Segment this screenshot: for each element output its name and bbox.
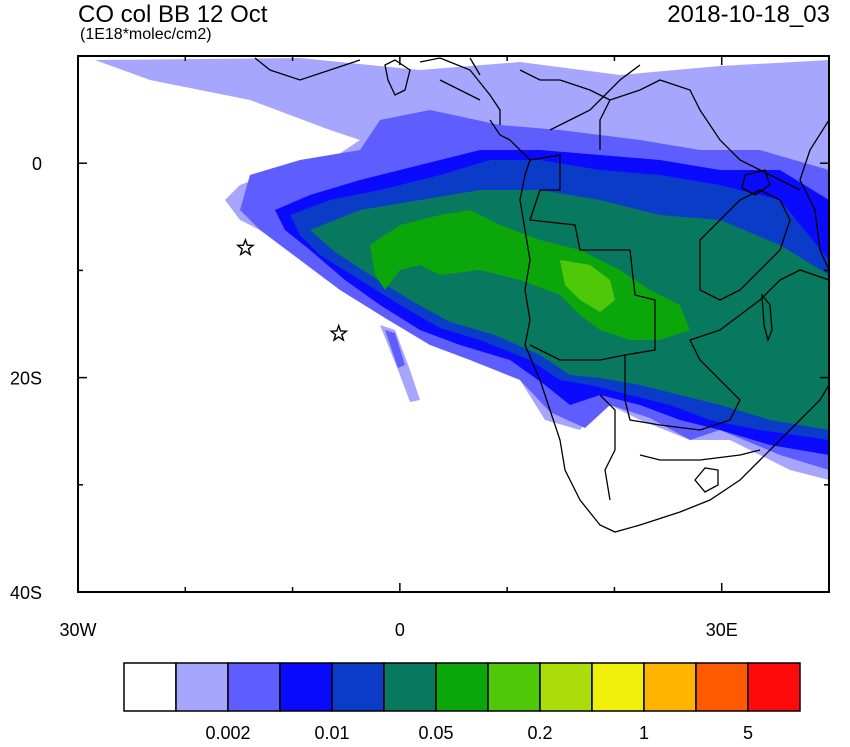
star-marker-icon: [329, 323, 349, 342]
colorbar-swatch: [227, 662, 281, 712]
coastlines: [254, 57, 829, 533]
colorbar-swatch: [383, 662, 437, 712]
africa-west-coast: [254, 57, 829, 533]
colorbar-swatch: [643, 662, 697, 712]
colorbar-swatch: [591, 662, 645, 712]
lesotho-outline: [694, 467, 719, 493]
plume-level-7: [560, 260, 615, 312]
colorbar-swatch: [435, 662, 489, 712]
lake-malawi: [761, 292, 773, 343]
colorbar-swatch: [539, 662, 593, 712]
country-borders-4: [439, 57, 641, 131]
colorbar-label: 0.05: [418, 723, 453, 743]
x-tick-label: 0: [395, 620, 405, 640]
colorbar-label: 0.2: [527, 723, 552, 743]
colorbar-labels: 0.002 0.01 0.05 0.2 1 5: [205, 723, 753, 743]
country-borders-2: [624, 269, 829, 431]
colorbar-label: 5: [743, 723, 753, 743]
x-tick-label: 30E: [706, 620, 738, 640]
plume-streak-inner: [385, 330, 405, 368]
africa-north-coast: [439, 57, 501, 125]
colorbar-swatch: [695, 662, 749, 712]
map-frame: [77, 55, 830, 593]
plume-field: [95, 58, 829, 480]
map-title: CO col BB 12 Oct: [78, 1, 268, 28]
small-island: [384, 59, 411, 96]
colorbar-swatch: [331, 662, 385, 712]
tick-label-layer: 30W 0 30E 0 20S 40S: [10, 154, 738, 640]
marker-layer: [235, 237, 349, 342]
country-borders-5: [699, 189, 791, 301]
plume-level-6: [370, 210, 690, 340]
colorbar: [123, 662, 801, 712]
y-tick-label: 40S: [10, 583, 42, 603]
colorbar-swatch: [123, 662, 177, 712]
units-label: (1E18*molec/cm2): [80, 26, 212, 43]
tick-layer: [77, 55, 830, 593]
star-marker-icon: [235, 237, 255, 257]
africa-east-coast: [799, 119, 829, 271]
colorbar-label: 1: [639, 723, 649, 743]
y-tick-label: 20S: [10, 369, 42, 389]
country-borders-6: [599, 394, 761, 501]
colorbar-swatch: [279, 662, 333, 712]
colorbar-swatch: [487, 662, 541, 712]
colorbar-label: 0.01: [314, 723, 349, 743]
timestamp-label: 2018-10-18_03: [667, 1, 830, 28]
colorbar-swatch: [175, 662, 229, 712]
colorbar-label: 0.002: [205, 723, 250, 743]
y-tick-label: 0: [32, 154, 42, 174]
country-borders-1: [529, 154, 656, 361]
x-tick-label: 30W: [59, 620, 96, 640]
colorbar-swatch: [747, 662, 801, 712]
lake-victoria: [741, 169, 771, 196]
country-borders-3: [599, 79, 801, 191]
